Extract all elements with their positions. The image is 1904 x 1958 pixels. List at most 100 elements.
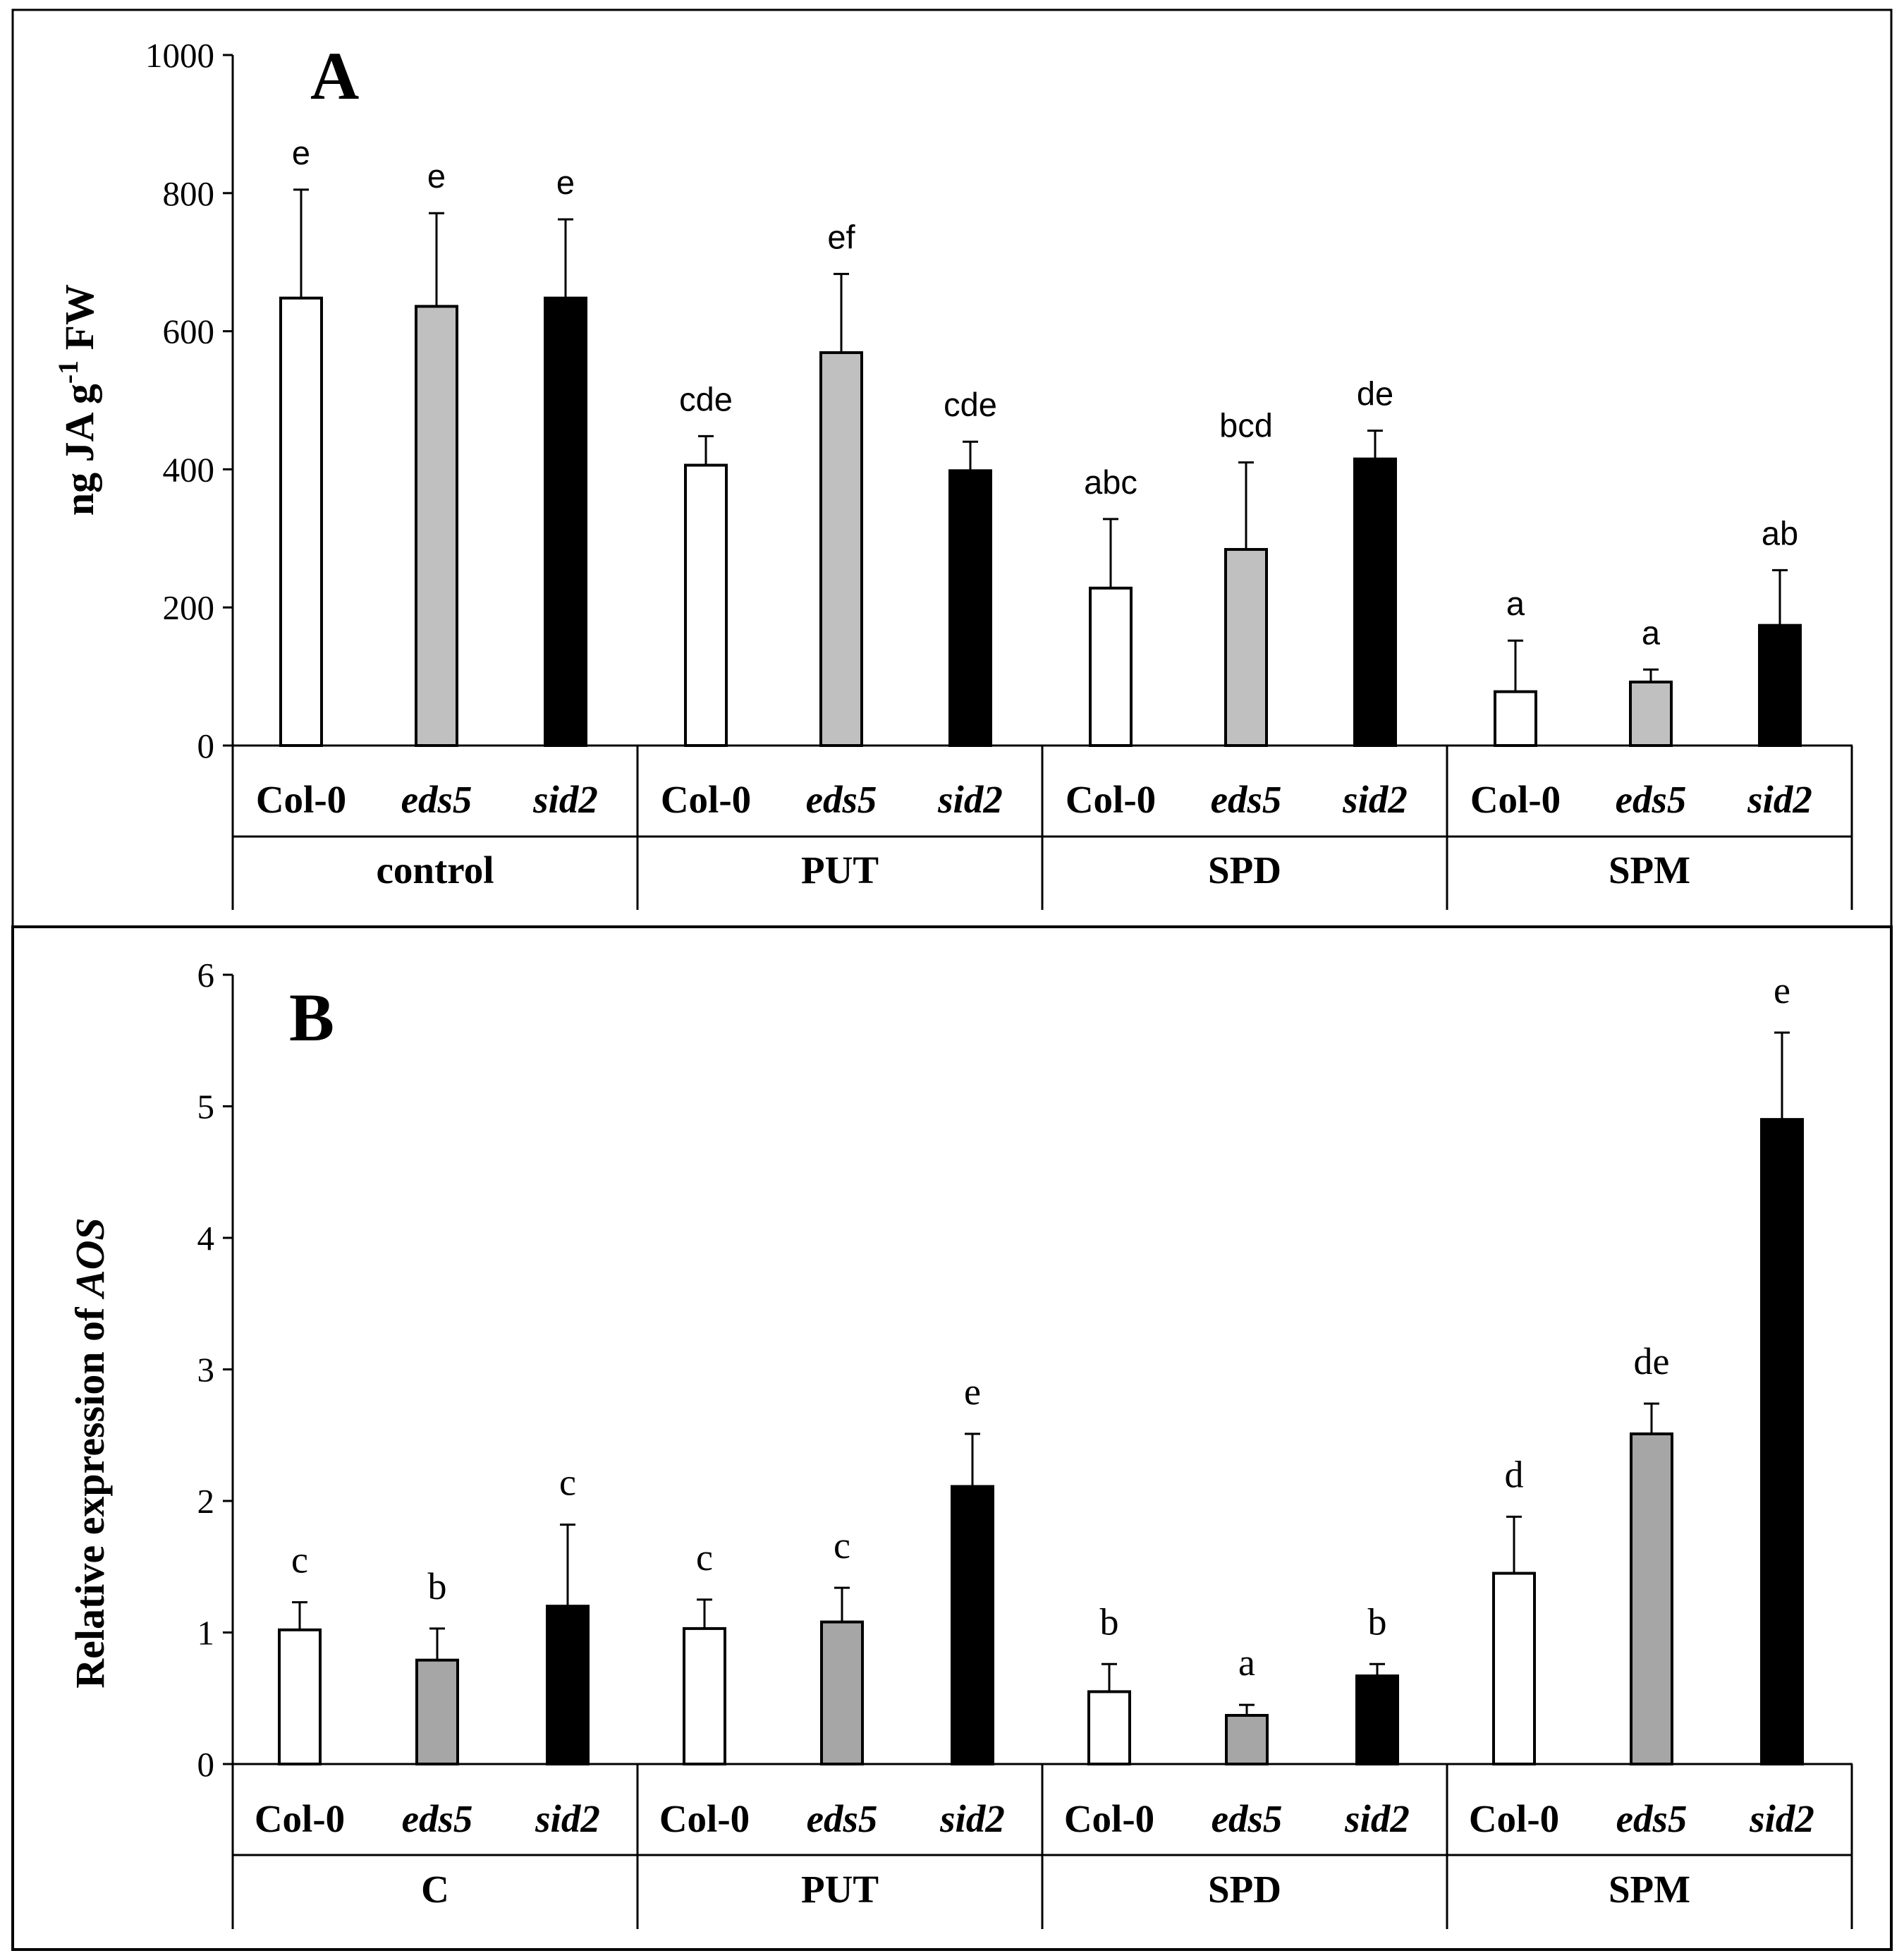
panel-b-y-tick-label: 1 xyxy=(197,1614,215,1653)
panel-a-genotype-label: sid2 xyxy=(532,778,598,821)
panel-b-bar-put-eds5 xyxy=(820,1620,864,1766)
panel-b-frame xyxy=(11,925,1893,1951)
panel-a-y-tick-label: 400 xyxy=(163,450,215,489)
panel-b-chart: 0 1 2 3 4 5 6 c b c c c e b a b d de e Col-0 eds5 sid2 C Col-0 e… xyxy=(67,956,1853,1929)
panel-a-bar-put-sid2 xyxy=(948,469,992,747)
panel-b-significance-letter: c xyxy=(291,1539,308,1581)
panel-b-genotype-label: sid2 xyxy=(1344,1797,1410,1840)
panel-b-significance-letter: c xyxy=(696,1536,713,1579)
panel-b-significance-letter: b xyxy=(428,1565,447,1607)
panel-a-y-axis-label-tail: FW xyxy=(56,284,102,360)
panel-b-group-label: PUT xyxy=(801,1868,879,1911)
panel-a-bar-spd-col-0 xyxy=(1089,586,1133,748)
panel-b-significance-letter: c xyxy=(834,1524,850,1567)
panel-b-genotype-label: Col-0 xyxy=(1469,1797,1559,1840)
panel-b-significance-letter: de xyxy=(1634,1340,1670,1382)
panel-b-genotype-label: sid2 xyxy=(939,1797,1005,1840)
panel-b-y-tick-label: 5 xyxy=(197,1088,215,1126)
panel-b-significance-letter: d xyxy=(1505,1453,1524,1495)
panel-a-bar-spm-eds5 xyxy=(1629,680,1673,748)
panel-a-genotype-label: Col-0 xyxy=(1470,778,1561,821)
panel-b-group-label: SPM xyxy=(1609,1868,1690,1911)
panel-b-significance-letter: b xyxy=(1100,1600,1119,1643)
panel-b-bar-spm-col-0 xyxy=(1492,1571,1536,1765)
panel-a-genotype-label: eds5 xyxy=(806,778,877,821)
panel-a-genotype-label: sid2 xyxy=(1747,778,1812,821)
panel-b-significance-letter: e xyxy=(964,1370,981,1413)
panel-b-bar-c-sid2 xyxy=(546,1605,590,1765)
panel-b-genotype-label: Col-0 xyxy=(1064,1797,1154,1840)
panel-a-y-tick-label: 1000 xyxy=(145,36,214,75)
panel-b-y-tick-label: 3 xyxy=(197,1351,215,1390)
panel-a-significance-letter: e xyxy=(427,157,446,195)
panel-b-bar-spd-sid2 xyxy=(1355,1674,1399,1765)
panel-a-significance-letter: abc xyxy=(1084,463,1137,501)
panel-b-bar-spd-col-0 xyxy=(1087,1690,1131,1766)
panel-b-genotype-label: Col-0 xyxy=(255,1797,345,1840)
panel-b-bar-c-col-0 xyxy=(278,1628,322,1766)
panel-a-bar-put-col-0 xyxy=(684,463,728,747)
panel-a-bar-spd-eds5 xyxy=(1224,547,1268,747)
panel-a-group-label: control xyxy=(376,849,494,892)
panel-b-y-axis-label: Relative expression of AOS xyxy=(67,1217,113,1689)
panel-a-bar-control-eds5 xyxy=(415,305,458,747)
panel-b-letter: B xyxy=(289,980,334,1055)
panel-b-significance-letter: b xyxy=(1368,1600,1387,1643)
panel-a-y-axis-label-superscript: -1 xyxy=(52,360,84,384)
panel-a-genotype-label: Col-0 xyxy=(1066,778,1156,821)
panel-b-y-tick-label: 6 xyxy=(197,956,215,995)
panel-b-genotype-label: eds5 xyxy=(1616,1797,1688,1840)
panel-a-y-tick-label: 600 xyxy=(163,312,215,351)
panel-a-y-tick-label: 200 xyxy=(163,588,215,627)
panel-a-significance-letter: bcd xyxy=(1219,407,1273,444)
panel-a-bar-control-sid2 xyxy=(544,296,587,748)
panel-a-genotype-label: eds5 xyxy=(1211,778,1282,821)
panel-a-genotype-label: sid2 xyxy=(937,778,1003,821)
panel-b-genotype-label: eds5 xyxy=(1212,1797,1283,1840)
panel-a-group-label: SPM xyxy=(1609,849,1690,892)
panel-b-significance-letter: a xyxy=(1238,1641,1255,1684)
panel-b-bar-c-eds5 xyxy=(415,1658,459,1766)
panel-b-genotype-label: Col-0 xyxy=(659,1797,750,1840)
panel-b-genotype-label: eds5 xyxy=(807,1797,878,1840)
panel-a-significance-letter: a xyxy=(1506,585,1525,622)
panel-a-y-axis-label-main: ng JA g xyxy=(56,384,102,516)
panel-a-genotype-label: Col-0 xyxy=(661,778,751,821)
panel-a-genotype-label: Col-0 xyxy=(256,778,346,821)
panel-a-genotype-label: eds5 xyxy=(1616,778,1687,821)
panel-b-bar-put-col-0 xyxy=(683,1626,726,1766)
panel-b-genotype-label: sid2 xyxy=(1749,1797,1814,1840)
panel-b-genotype-label: sid2 xyxy=(535,1797,600,1840)
panel-a-bar-spm-col-0 xyxy=(1494,690,1537,747)
panel-a-significance-letter: cde xyxy=(679,380,733,418)
panel-a-significance-letter: de xyxy=(1357,375,1393,413)
panel-a-group-label: SPD xyxy=(1208,849,1281,892)
panel-b-group-label: SPD xyxy=(1208,1868,1281,1911)
panel-a-bar-spm-sid2 xyxy=(1758,624,1802,747)
panel-b-bar-spm-sid2 xyxy=(1760,1118,1804,1765)
panel-a-genotype-label: eds5 xyxy=(401,778,472,821)
panel-a-chart: 0 200 400 600 800 1000 e e e cde ef cde abc bcd de a a ab… xyxy=(52,36,1853,910)
panel-a-letter: A xyxy=(310,38,359,114)
panel-a-y-tick-label: 800 xyxy=(163,174,215,213)
panel-b-significance-letter: c xyxy=(559,1461,576,1504)
panel-b-y-axis-label-main: Relative expression of xyxy=(67,1297,113,1689)
panel-b-group-label: C xyxy=(421,1868,449,1911)
panel-a-group-label: PUT xyxy=(801,849,879,892)
panel-a-significance-letter: ab xyxy=(1762,514,1798,552)
panel-b-bar-spd-eds5 xyxy=(1225,1713,1269,1766)
panel-a-genotype-label: sid2 xyxy=(1342,778,1408,821)
panel-b-bar-spm-eds5 xyxy=(1630,1432,1673,1765)
panel-b-significance-letter: e xyxy=(1774,969,1790,1011)
panel-a-y-axis-label: ng JA g-1 FW xyxy=(52,284,103,516)
panel-a-significance-letter: ef xyxy=(827,218,855,255)
panel-b-bar-put-sid2 xyxy=(951,1485,994,1766)
panel-a-bar-control-col-0 xyxy=(279,296,323,748)
panel-b-y-axis-label-gene: AOS xyxy=(67,1217,113,1299)
panel-a-y-tick-label: 0 xyxy=(197,726,215,765)
panel-a-significance-letter: a xyxy=(1642,614,1661,651)
panel-a-significance-letter: e xyxy=(292,134,310,171)
panel-b-genotype-label: eds5 xyxy=(402,1797,473,1840)
panel-a-bar-spd-sid2 xyxy=(1353,457,1397,748)
